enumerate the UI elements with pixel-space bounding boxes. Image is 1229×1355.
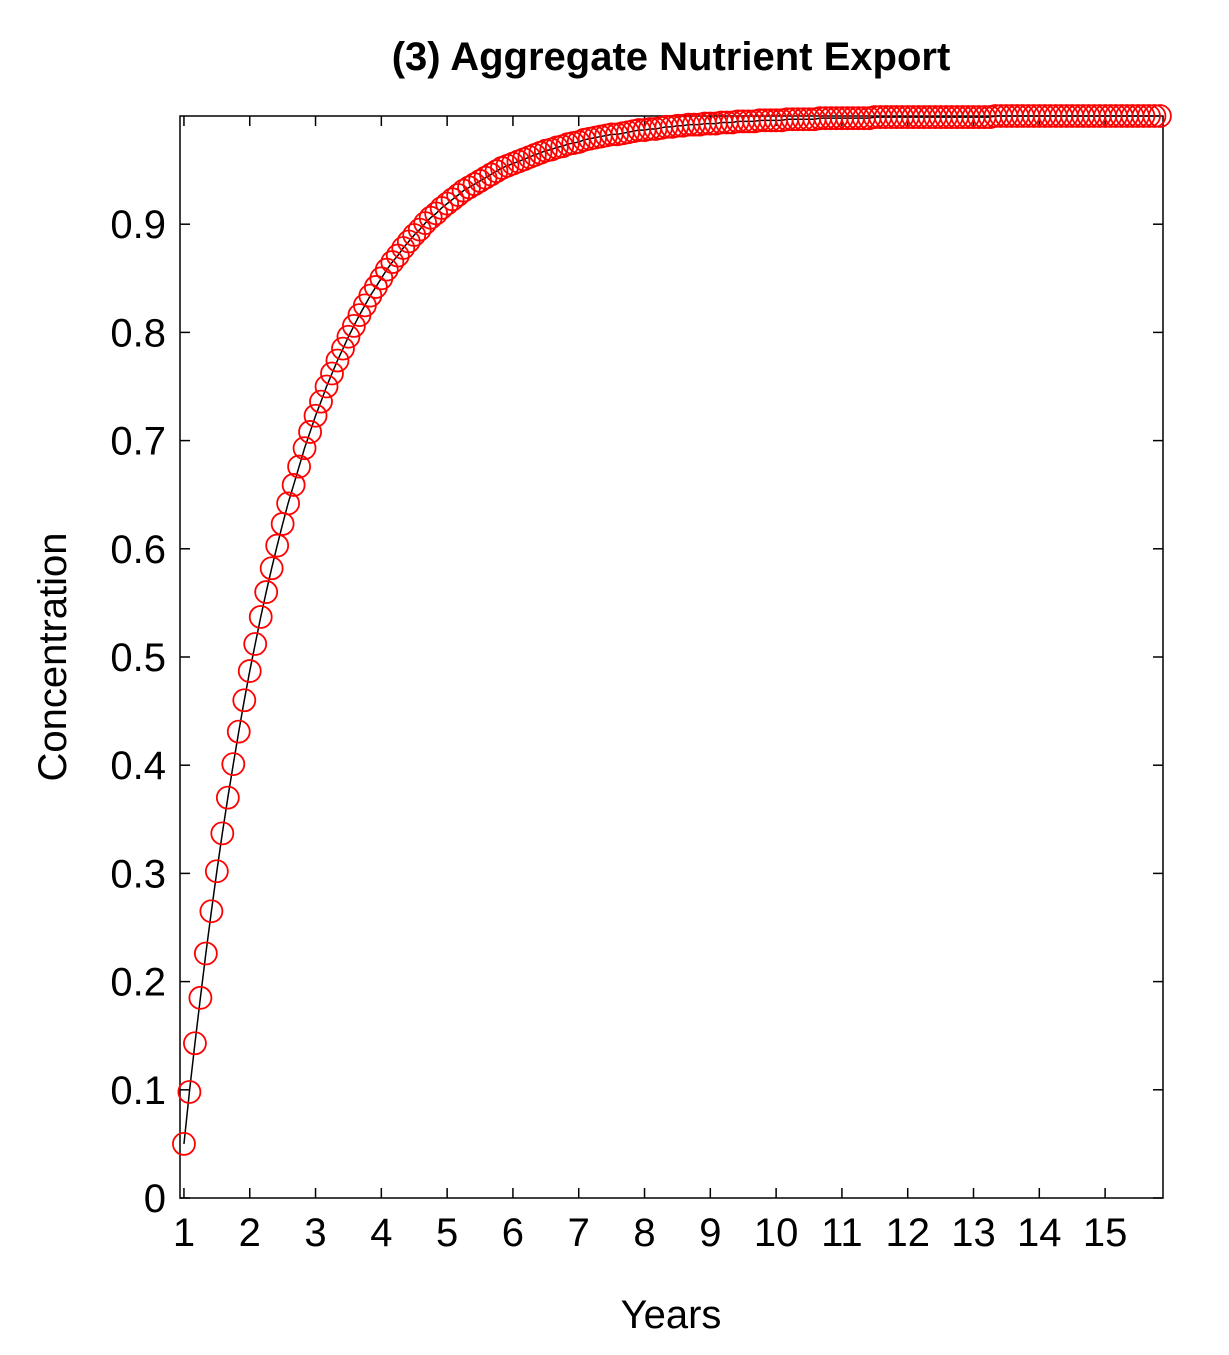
data-marker: [309, 389, 333, 414]
x-axis-label: Years: [621, 1293, 722, 1337]
data-marker: [254, 580, 279, 604]
data-marker: [320, 361, 344, 386]
data-marker: [1142, 104, 1167, 128]
data-marker: [484, 159, 509, 184]
data-marker: [336, 324, 361, 349]
x-tick-label: 15: [1083, 1211, 1128, 1255]
data-marker: [193, 941, 218, 966]
data-marker: [1131, 104, 1156, 128]
x-tick-label: 7: [568, 1211, 590, 1255]
data-marker: [221, 752, 246, 777]
data-marker: [265, 533, 290, 558]
data-marker: [226, 719, 251, 744]
x-tick-label: 1: [173, 1211, 195, 1255]
y-tick-label: 0.2: [110, 961, 166, 1005]
data-marker: [183, 1031, 207, 1056]
data-marker: [292, 436, 317, 461]
data-marker: [204, 859, 229, 884]
data-marker: [276, 491, 301, 516]
y-tick-label: 0.7: [110, 420, 166, 464]
data-marker: [1137, 104, 1161, 128]
data-marker: [298, 420, 322, 444]
data-marker: [287, 454, 311, 479]
x-tick-label: 10: [754, 1211, 799, 1255]
x-tick-label: 4: [370, 1211, 392, 1255]
x-tick-label: 8: [633, 1211, 655, 1255]
data-marker: [199, 899, 224, 924]
x-tick-label: 9: [699, 1211, 721, 1255]
chart-title: (3) Aggregate Nutrient Export: [392, 35, 951, 79]
data-marker: [172, 1132, 196, 1156]
data-marker: [210, 821, 235, 846]
y-axis-label: Concentration: [31, 532, 75, 781]
data-marker: [1148, 104, 1172, 128]
y-tick-label: 0.8: [110, 311, 166, 355]
x-tick-label: 5: [436, 1211, 458, 1255]
x-tick-label: 11: [821, 1211, 863, 1255]
data-marker: [237, 659, 262, 683]
data-marker: [243, 632, 268, 656]
x-tick-label: 6: [502, 1211, 524, 1255]
data-marker: [248, 605, 273, 629]
x-tick-label: 13: [951, 1211, 996, 1255]
y-tick-label: 0.9: [110, 203, 166, 247]
x-tick-label: 3: [304, 1211, 326, 1255]
data-marker: [259, 556, 284, 581]
data-marker: [314, 374, 339, 399]
x-tick-label: 2: [239, 1211, 261, 1255]
data-marker: [232, 688, 257, 713]
y-tick-label: 0.4: [110, 744, 166, 788]
data-marker: [188, 985, 213, 1010]
data-marker: [215, 785, 240, 810]
data-marker: [303, 403, 328, 428]
y-tick-label: 0.1: [110, 1069, 166, 1113]
data-marker: [331, 336, 355, 361]
data-marker: [342, 314, 366, 338]
y-tick-label: 0: [144, 1177, 166, 1221]
x-tick-label: 14: [1017, 1211, 1062, 1255]
x-tick-label: 12: [885, 1211, 930, 1255]
data-marker: [281, 473, 306, 497]
data-marker: [177, 1080, 202, 1104]
y-tick-label: 0.6: [110, 528, 166, 572]
data-marker: [325, 348, 350, 373]
y-tick-label: 0.3: [110, 852, 166, 896]
y-tick-label: 0.5: [110, 636, 166, 680]
